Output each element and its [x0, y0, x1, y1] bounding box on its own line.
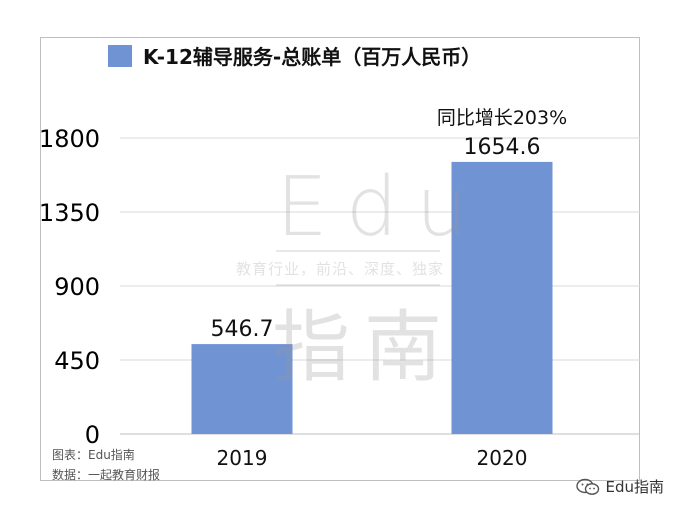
x-tick-label: 2019 [217, 446, 268, 470]
bar [191, 344, 293, 434]
chart-credit: 图表：Edu指南 [52, 448, 135, 462]
chart-frame [40, 37, 640, 481]
wechat-icon [576, 478, 600, 495]
footer-brand-label: Edu指南 [605, 478, 664, 496]
y-tick-label: 1350 [39, 199, 100, 227]
y-tick-label: 450 [54, 347, 100, 375]
y-tick-label: 1800 [39, 125, 100, 153]
data-label: 1654.6 [464, 135, 541, 160]
x-tick-label: 2020 [477, 446, 528, 470]
legend-label: K-12辅导服务-总账单（百万人民币） [143, 45, 481, 69]
growth-annotation: 同比增长203% [437, 107, 567, 129]
y-tick-label: 900 [54, 273, 100, 301]
watermark-line-bottom [276, 284, 440, 286]
y-tick-label: 0 [85, 421, 100, 449]
data-credit: 数据：一起教育财报 [52, 468, 161, 482]
watermark-line-top [276, 250, 440, 252]
data-label: 546.7 [211, 317, 274, 342]
bar [451, 161, 553, 434]
legend-swatch [108, 45, 132, 67]
footer-brand: Edu指南 [575, 476, 664, 497]
